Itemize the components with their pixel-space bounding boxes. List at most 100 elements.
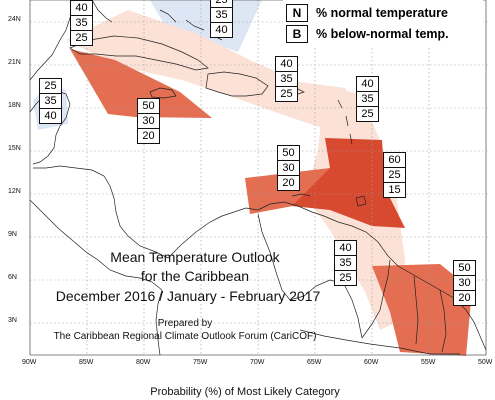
region-guianas-above	[372, 264, 472, 356]
region-bahamas-below-normal	[150, 0, 262, 52]
region-greater-antilles-light	[66, 10, 362, 138]
border-venezuela-guyana	[361, 259, 391, 339]
lon-label: 50W	[478, 359, 493, 366]
coast-jamaica	[149, 87, 177, 99]
prob-below: 40	[215, 24, 228, 36]
lon-label: 90W	[22, 359, 37, 366]
prob-below: 20	[282, 177, 295, 189]
prob-above: 25	[40, 79, 61, 94]
lat-label: 9N	[8, 231, 17, 238]
border-brazil	[299, 329, 460, 355]
coast-lesser-antilles-1	[337, 99, 343, 109]
lon-label: 75W	[193, 359, 208, 366]
border-colombia-venezuela	[257, 213, 363, 339]
prob-box-guyana: 40 35 25	[334, 240, 357, 286]
border-guyana-suriname	[413, 275, 419, 345]
prob-below: 25	[339, 272, 352, 284]
prob-below: 15	[388, 184, 401, 196]
coast-cuba	[69, 35, 209, 71]
coast-colombia	[167, 207, 259, 259]
prob-below: 25	[75, 32, 88, 44]
coastlines	[29, 0, 487, 356]
prob-above: 50	[454, 261, 475, 276]
lat-label: 15N	[8, 145, 21, 152]
legend-label-normal: % normal temperature	[316, 6, 448, 20]
prob-normal: 35	[40, 94, 61, 109]
lat-label: 12N	[8, 188, 21, 195]
coast-trinidad	[355, 195, 367, 207]
footer-caption: Probability (%) of Most Likely Category	[150, 386, 340, 398]
prob-above: 50	[278, 146, 299, 161]
coast-venezuela	[257, 201, 389, 257]
prob-box-southern-caribbean: 60 25 15	[383, 152, 406, 198]
lat-label: 24N	[8, 16, 21, 23]
map-title: Mean Temperature Outlook	[110, 249, 280, 265]
lon-label: 60W	[364, 359, 379, 366]
coast-central-america	[33, 165, 169, 259]
coast-pacific-central-america	[29, 199, 163, 291]
prob-normal: 30	[454, 276, 475, 291]
coast-aruba-curacao	[291, 193, 311, 197]
probability-shading-layer	[33, 0, 472, 356]
lon-label: 55W	[421, 359, 436, 366]
prob-normal: 25	[384, 168, 405, 183]
coast-lesser-antilles-2	[345, 115, 349, 127]
coast-bahamas-2	[185, 19, 205, 31]
prob-normal: 35	[71, 16, 92, 31]
map-subtitle: for the Caribbean	[140, 268, 250, 284]
legend-item-below-normal: B % below-normal temp.	[286, 25, 449, 43]
prob-above: 50	[138, 99, 159, 114]
map-period: December 2016 / January - February 2017	[55, 288, 321, 304]
coast-bahamas-1	[159, 9, 177, 23]
prepared-by: Prepared by	[157, 318, 213, 329]
coast-florida	[91, 0, 113, 23]
prob-normal: 35	[357, 92, 378, 107]
coast-colombia-pacific	[155, 289, 163, 356]
legend: N % normal temperature B % below-normal …	[283, 0, 483, 46]
coast-guyana	[387, 255, 487, 351]
prob-normal: 35	[335, 256, 356, 271]
prob-normal: 35	[276, 72, 297, 87]
prob-below: 20	[142, 130, 155, 142]
lon-label: 85W	[79, 359, 94, 366]
lat-label: 6N	[8, 274, 17, 281]
prob-below: 20	[458, 292, 471, 304]
prob-above: 60	[384, 153, 405, 168]
prob-box-central-caribbean: 50 30 20	[277, 145, 300, 191]
prob-above: 40	[335, 241, 356, 256]
legend-label-below: % below-normal temp.	[316, 27, 449, 41]
prob-normal: 35	[211, 8, 232, 23]
prob-box-top-left: 40 35 25	[70, 0, 93, 46]
prob-box-top-center: 25 35 40	[210, 0, 233, 38]
lat-label: 21N	[8, 59, 21, 66]
region-central-caribbean-above	[245, 168, 342, 214]
prob-above: 40	[357, 77, 378, 92]
region-jamaica-above	[70, 49, 212, 118]
graticule	[29, 0, 490, 355]
prob-box-lesser-antilles: 40 35 25	[356, 76, 379, 122]
prob-normal: 30	[278, 161, 299, 176]
prob-normal: 30	[138, 114, 159, 129]
coast-lesser-antilles-3	[349, 133, 353, 145]
map-frame	[29, 0, 487, 356]
lon-label: 70W	[250, 359, 265, 366]
prob-above: 40	[71, 1, 92, 16]
lat-label: 18N	[8, 102, 21, 109]
coast-hispaniola	[205, 71, 269, 97]
prob-box-suriname-guiana: 50 30 20	[453, 260, 476, 306]
prob-below: 40	[44, 110, 57, 122]
prob-below: 25	[280, 88, 293, 100]
legend-key-normal: N	[286, 4, 308, 22]
lat-label: 3N	[8, 317, 17, 324]
prob-above: 40	[276, 57, 297, 72]
prob-above: 25	[211, 0, 232, 8]
lon-label: 80W	[136, 359, 151, 366]
lon-label: 65W	[307, 359, 322, 366]
prob-below: 25	[361, 108, 374, 120]
legend-item-normal: N % normal temperature	[286, 4, 448, 22]
prob-box-jamaica: 50 30 20	[137, 98, 160, 144]
border-suriname-guiana	[439, 289, 447, 353]
region-southern-caribbean-above	[292, 138, 405, 228]
legend-key-below: B	[286, 25, 308, 43]
